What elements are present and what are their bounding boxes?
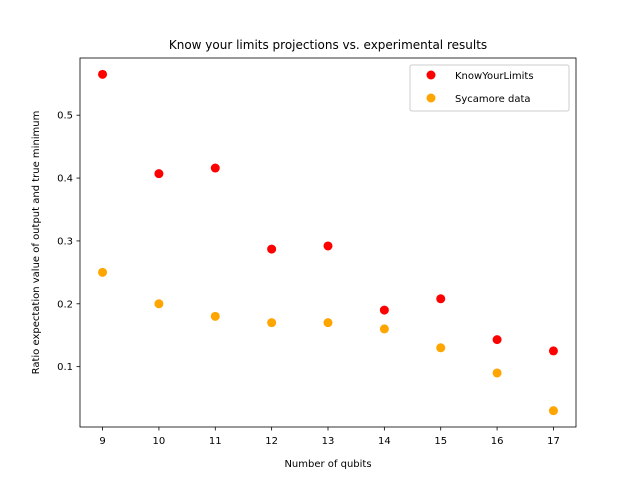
x-tick-label: 14 [378, 436, 391, 447]
data-point-sycamore-data [436, 343, 446, 353]
legend-label-sycamore-data: Sycamore data [455, 94, 531, 105]
plot-area-frame [79, 57, 577, 428]
y-axis-label: Ratio expectation value of output and tr… [31, 111, 42, 375]
data-point-sycamore-data [492, 368, 502, 378]
y-tick-label: 0.1 [57, 362, 73, 373]
x-tick-label: 13 [322, 436, 335, 447]
y-tick-label: 0.5 [57, 111, 73, 122]
legend-label-knowyourlimits: KnowYourLimits [455, 71, 534, 82]
data-point-knowyourlimits [548, 346, 558, 356]
data-point-sycamore-data [267, 318, 277, 328]
legend: KnowYourLimits Sycamore data [409, 64, 570, 112]
data-point-sycamore-data [548, 406, 558, 416]
data-point-knowyourlimits [436, 294, 446, 304]
data-points [98, 69, 558, 416]
data-point-sycamore-data [379, 324, 389, 334]
x-tick-label: 12 [265, 436, 278, 447]
axis-ticks: 9 10 11 12 13 14 15 16 17 0.1 0.2 0.3 0.4 0.5 [57, 111, 560, 447]
data-point-knowyourlimits [210, 163, 220, 173]
x-tick-label: 9 [99, 436, 105, 447]
data-point-knowyourlimits [154, 169, 164, 179]
legend-marker-knowyourlimits [426, 70, 436, 80]
data-point-knowyourlimits [267, 244, 277, 254]
x-tick-label: 15 [434, 436, 447, 447]
y-tick-label: 0.2 [57, 299, 73, 310]
x-tick-label: 17 [547, 436, 560, 447]
chart-title: Know your limits projections vs. experim… [169, 38, 487, 52]
x-tick-label: 16 [491, 436, 504, 447]
legend-box [409, 64, 570, 112]
data-point-knowyourlimits [492, 335, 502, 345]
legend-marker-sycamore-data [426, 93, 436, 103]
y-tick-label: 0.3 [57, 236, 73, 247]
data-point-knowyourlimits [98, 69, 108, 79]
data-point-knowyourlimits [379, 305, 389, 315]
x-tick-label: 11 [209, 436, 222, 447]
data-point-sycamore-data [154, 299, 164, 309]
data-point-sycamore-data [210, 311, 220, 321]
data-point-sycamore-data [323, 318, 333, 328]
x-axis-label: Number of qubits [284, 459, 371, 470]
x-tick-label: 10 [153, 436, 166, 447]
data-point-knowyourlimits [323, 241, 333, 251]
data-point-sycamore-data [98, 267, 108, 277]
y-tick-label: 0.4 [57, 174, 73, 185]
